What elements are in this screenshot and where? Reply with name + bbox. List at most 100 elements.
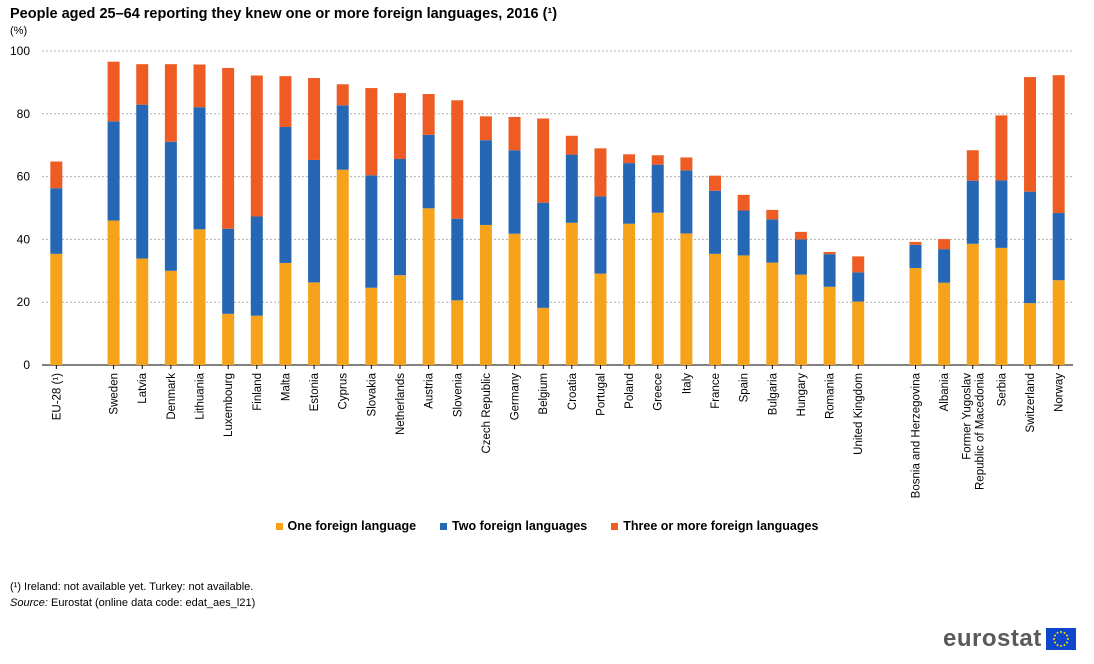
x-tick-label: Cyprus xyxy=(338,373,350,410)
legend-label-two-languages: Two foreign languages xyxy=(452,519,588,533)
bar-segment xyxy=(365,175,378,288)
y-axis-unit: (%) xyxy=(10,25,28,37)
bar-segment xyxy=(537,118,550,203)
bar-segment xyxy=(1024,303,1037,365)
x-tick-label: Bulgaria xyxy=(767,372,779,415)
bar-segment xyxy=(279,126,292,263)
x-tick-label: Slovakia xyxy=(366,372,378,416)
bar-segment xyxy=(193,229,206,365)
y-tick-label: 100 xyxy=(10,44,30,58)
legend-item-one-language: One foreign language xyxy=(275,519,417,533)
bar-segment xyxy=(909,244,922,268)
bar-segment xyxy=(709,253,722,365)
x-tick-label: United Kingdom xyxy=(853,373,865,455)
bar-segment xyxy=(250,216,263,316)
bar-segment xyxy=(909,267,922,365)
x-tick-label: Czech Republic xyxy=(481,373,493,454)
legend-label-three-languages: Three or more foreign languages xyxy=(623,519,819,533)
bar-segment xyxy=(193,64,206,108)
bar-segment xyxy=(766,262,779,365)
bar-segment xyxy=(336,169,349,365)
legend-swatch-two-languages xyxy=(440,522,448,530)
bar-segment xyxy=(393,93,406,160)
bar-segment xyxy=(222,313,235,365)
bar-segment xyxy=(308,159,321,283)
bar-segment xyxy=(594,148,607,197)
stacked-bar-chart: 0 20 40 60 80 100 EU-28 (¹) Sweden Latvia Denmark… xyxy=(10,44,1073,498)
bar-segment xyxy=(222,67,235,229)
bar-segment xyxy=(680,170,693,234)
bar-segment xyxy=(623,163,636,224)
bar-segment xyxy=(279,76,292,127)
bar-segment xyxy=(308,282,321,365)
bar-segment xyxy=(1052,213,1065,281)
x-tick-label: Denmark xyxy=(166,373,178,420)
bar-segment xyxy=(50,161,63,189)
legend-swatch-three-languages xyxy=(611,522,619,530)
bar-segment xyxy=(308,78,321,160)
bar-segment xyxy=(823,251,836,255)
bar-segment xyxy=(594,196,607,274)
bar-segment xyxy=(852,301,865,365)
bar-segment xyxy=(422,208,435,365)
eurostat-logo: eurostat xyxy=(943,625,1076,653)
bar-segment xyxy=(422,134,435,209)
y-tick-label: 20 xyxy=(17,295,31,309)
bar-segment xyxy=(336,105,349,170)
bar-segment xyxy=(938,249,951,283)
bar-segment xyxy=(794,231,807,240)
y-tick-label: 40 xyxy=(17,232,31,246)
x-tick-label: France xyxy=(710,373,722,409)
bar-segment xyxy=(995,115,1008,181)
bar-segment xyxy=(479,140,492,225)
bar-segment xyxy=(565,154,578,223)
legend-swatch-one-language xyxy=(275,522,283,530)
x-tick-label: Lithuania xyxy=(195,372,207,419)
bar-segment xyxy=(136,258,149,365)
bar-segment xyxy=(737,194,750,211)
x-tick-label: Belgium xyxy=(538,373,550,415)
bar-segment xyxy=(594,273,607,365)
x-tick-label: Republic of Macedonia xyxy=(974,372,986,490)
x-tick-label: Serbia xyxy=(996,372,1008,406)
x-tick-label: Former Yugoslav xyxy=(961,373,973,460)
bar-segment xyxy=(50,188,63,254)
bar-segment xyxy=(479,224,492,365)
bar-segment xyxy=(393,159,406,276)
x-tick-label: Romania xyxy=(825,372,837,419)
bar-segment xyxy=(1052,75,1065,214)
bar-segment xyxy=(451,100,464,219)
x-tick-label: Germany xyxy=(510,373,522,421)
bar-segment xyxy=(766,209,779,220)
bar-segment xyxy=(537,202,550,308)
bar-segment xyxy=(250,75,263,217)
x-tick-label: Croatia xyxy=(567,372,579,410)
bar-segment xyxy=(1052,280,1065,365)
bar-segment xyxy=(995,180,1008,248)
bar-segment xyxy=(107,220,120,365)
source-text: Eurostat (online data code: edat_aes_l21… xyxy=(50,597,256,609)
bar-segment xyxy=(393,275,406,365)
bar-segment xyxy=(766,219,779,263)
chart-title: People aged 25–64 reporting they knew on… xyxy=(10,6,558,22)
bar-segment xyxy=(852,256,865,273)
x-tick-label: Sweden xyxy=(109,373,121,415)
bar-segment xyxy=(508,233,521,365)
x-tick-label: Spain xyxy=(739,373,751,402)
legend-item-two-languages: Two foreign languages xyxy=(440,519,587,533)
x-tick-label: Netherlands xyxy=(395,373,407,435)
y-tick-label: 80 xyxy=(17,107,31,121)
bar-segment xyxy=(680,233,693,365)
bar-segment xyxy=(565,222,578,365)
x-tick-label: Malta xyxy=(280,372,292,401)
x-tick-label: Portugal xyxy=(595,373,607,416)
bar-segment xyxy=(136,64,149,105)
x-tick-label: Estonia xyxy=(309,372,321,411)
bar-segment xyxy=(279,262,292,365)
x-tick-label: Norway xyxy=(1054,373,1066,412)
x-tick-label: Finland xyxy=(252,373,264,411)
x-tick-label: Albania xyxy=(939,372,951,411)
legend-label-one-language: One foreign language xyxy=(287,519,417,533)
bar-segment xyxy=(508,116,521,151)
bar-segment xyxy=(737,255,750,365)
